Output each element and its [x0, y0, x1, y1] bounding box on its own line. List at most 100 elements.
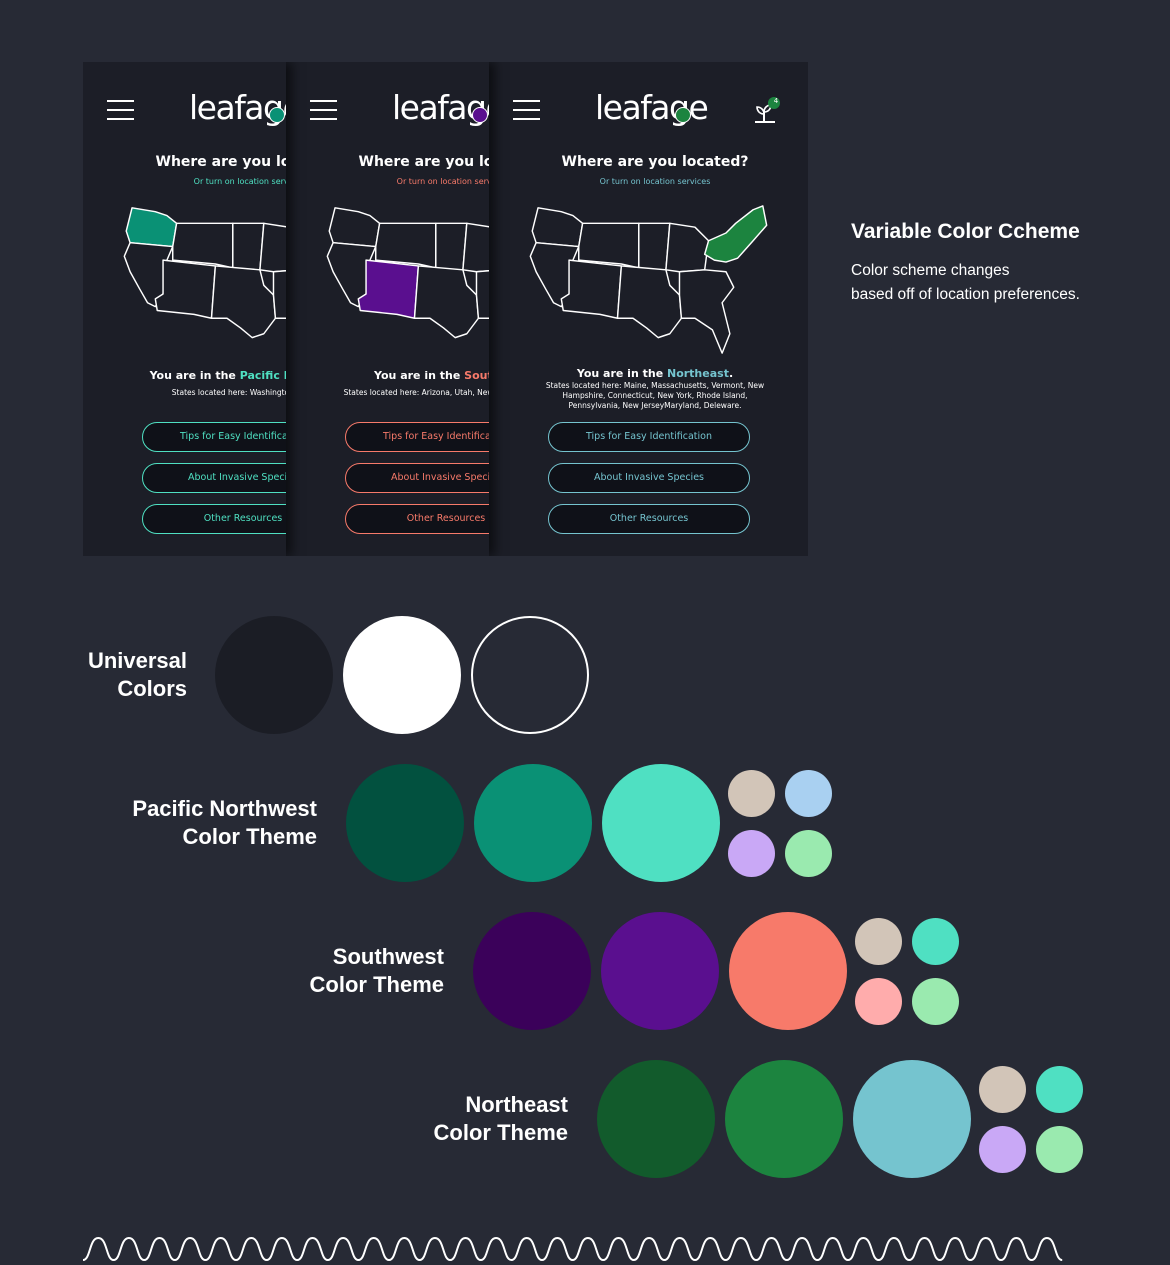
map-region-sw[interactable] — [560, 259, 623, 319]
palette-label-line: Color Theme — [433, 1120, 568, 1145]
map-region-central[interactable] — [232, 222, 265, 271]
map-region-pnw[interactable] — [531, 207, 584, 248]
map-region-west[interactable] — [326, 241, 377, 308]
wave-divider — [83, 1236, 1063, 1262]
region-prefix: You are in the — [576, 367, 667, 380]
map-region-southeast[interactable] — [678, 269, 735, 354]
tips-button[interactable]: Tips for Easy Identification — [345, 422, 489, 452]
feature-title: Variable Color Ccheme — [851, 220, 1080, 243]
map-region-midwest[interactable] — [665, 222, 710, 273]
accent-swatch-southwest-2 — [912, 918, 959, 965]
color-swatch-northeast-3 — [853, 1060, 971, 1178]
tips-button[interactable]: Tips for Easy Identification — [142, 422, 286, 452]
map-region-southeast[interactable] — [272, 270, 286, 353]
region-states: States located here: Washington, Oregon — [171, 388, 286, 397]
map-region-south[interactable] — [413, 265, 480, 339]
map-region-ne[interactable] — [703, 205, 768, 263]
color-swatch-northeast-1 — [597, 1060, 715, 1178]
logo-text: leafage — [595, 88, 709, 127]
accent-swatch-southwest-1 — [855, 918, 902, 965]
region-prefix: You are in the — [374, 369, 465, 382]
map-region-midwest[interactable] — [462, 222, 489, 273]
map-region-mountain[interactable] — [375, 222, 437, 269]
region-states-line: States located here: Maine, Massachusett… — [545, 381, 765, 390]
region-states-line: Pennsylvania, New JerseyMaryland, Delewa… — [568, 401, 742, 410]
us-region-map[interactable] — [523, 202, 773, 357]
phone-northeast: leafage 4 Where are you located? Or turn on… — [489, 62, 808, 556]
us-region-map[interactable] — [117, 202, 286, 357]
logo-leaf-icon — [472, 107, 488, 123]
palette-label-pacific-northwest: Pacific Northwest Color Theme — [132, 795, 317, 851]
logo-text: leafage — [189, 88, 286, 127]
map-region-pnw[interactable] — [125, 207, 178, 248]
location-services-link[interactable]: Or turn on location services — [599, 177, 711, 186]
region-states: States located here: Arizona, Utah, New … — [343, 388, 489, 397]
feature-description-line: Color scheme changes — [851, 262, 1010, 279]
region-statement: You are in the Pacific Northwest — [83, 369, 286, 382]
accent-swatch-pacific-northwest-2 — [785, 770, 832, 817]
map-region-midwest[interactable] — [259, 222, 286, 273]
palette-label-southwest: Southwest Color Theme — [310, 943, 444, 999]
palette-label-line: Pacific Northwest — [132, 796, 317, 821]
palette-label-line: Universal — [87, 648, 187, 673]
invasive-species-button[interactable]: About Invasive Species — [548, 463, 750, 493]
menu-icon[interactable] — [107, 100, 134, 120]
accent-swatch-northeast-3 — [979, 1126, 1026, 1173]
palette-label-line: Southwest — [332, 944, 444, 969]
map-region-sw[interactable] — [357, 259, 420, 319]
region-name: Northeast — [666, 367, 729, 380]
map-region-west[interactable] — [529, 241, 580, 308]
region-states-line: Hampshire, Connecticut, New York, Rhode … — [562, 391, 748, 400]
location-question: Where are you located? — [155, 154, 287, 170]
accent-swatch-northeast-2 — [1036, 1066, 1083, 1113]
palette-label-line: Northeast — [465, 1092, 568, 1117]
sprout-icon[interactable] — [751, 96, 781, 126]
region-prefix: You are in the — [149, 369, 240, 382]
us-region-map[interactable] — [320, 202, 489, 357]
other-resources-button[interactable]: Other Resources — [548, 504, 750, 534]
map-region-southeast[interactable] — [475, 270, 489, 353]
leafage-logo: leafage — [595, 88, 715, 138]
accent-swatch-pacific-northwest-3 — [728, 830, 775, 877]
accent-swatch-pacific-northwest-1 — [728, 770, 775, 817]
other-resources-button[interactable]: Other Resources — [142, 504, 286, 534]
invasive-species-button[interactable]: About Invasive Species — [142, 463, 286, 493]
map-region-central[interactable] — [435, 222, 468, 271]
menu-icon[interactable] — [310, 100, 337, 120]
color-swatch-universal-2 — [343, 616, 461, 734]
map-region-west[interactable] — [123, 241, 174, 308]
invasive-species-button[interactable]: About Invasive Species — [345, 463, 489, 493]
leafage-logo: leafage — [392, 88, 489, 138]
logo-leaf-icon — [675, 107, 691, 123]
menu-icon[interactable] — [513, 100, 540, 120]
color-swatch-southwest-3 — [729, 912, 847, 1030]
tips-button[interactable]: Tips for Easy Identification — [548, 422, 750, 452]
map-region-sw[interactable] — [154, 259, 217, 319]
map-region-mountain[interactable] — [172, 222, 234, 269]
region-statement: You are in the Northeast. — [489, 367, 808, 380]
location-services-link[interactable]: Or turn on location services — [193, 177, 286, 186]
accent-swatch-southwest-3 — [855, 978, 902, 1025]
map-region-south[interactable] — [616, 265, 683, 339]
phone-southwest: leafage Where are you located? Or turn on … — [286, 62, 489, 556]
palette-label-line: Colors — [117, 676, 187, 701]
palette-label-line: Color Theme — [309, 972, 444, 997]
palette-label-northeast: Northeast Color Theme — [434, 1091, 568, 1147]
location-question: Where are you located? — [561, 154, 749, 170]
color-swatch-southwest-2 — [601, 912, 719, 1030]
map-region-pnw[interactable] — [328, 207, 381, 248]
accent-swatch-northeast-4 — [1036, 1126, 1083, 1173]
color-swatch-southwest-1 — [473, 912, 591, 1030]
phone-pacific-northwest: leafage Where are you located? Or turn on … — [83, 62, 286, 556]
map-region-central[interactable] — [638, 222, 671, 271]
map-region-mountain[interactable] — [578, 222, 640, 269]
map-region-south[interactable] — [210, 265, 277, 339]
location-services-link[interactable]: Or turn on location services — [396, 177, 489, 186]
region-name: Southwest — [464, 369, 489, 382]
palette-label-universal: Universal Colors — [88, 647, 187, 703]
accent-swatch-pacific-northwest-4 — [785, 830, 832, 877]
color-swatch-universal-1 — [215, 616, 333, 734]
region-statement: You are in the Southwest — [286, 369, 489, 382]
other-resources-button[interactable]: Other Resources — [345, 504, 489, 534]
color-swatch-pacific-northwest-1 — [346, 764, 464, 882]
